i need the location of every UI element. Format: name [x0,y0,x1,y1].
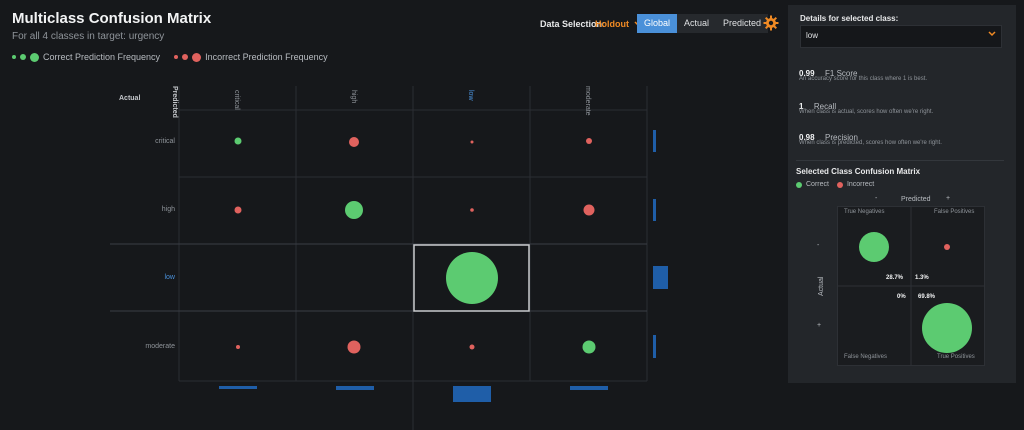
cell-critical-critical [234,137,242,145]
selected-class-matrix-title: Selected Class Confusion Matrix [796,167,921,176]
page-subtitle: For all 4 classes in target: urgency [12,31,165,42]
legend-correct-large-dot [30,52,39,62]
selected-cell-box [413,244,530,312]
panel-divider [796,160,1004,161]
mini-fp-label: False Positives [934,209,975,215]
class-select[interactable] [800,25,1002,48]
col-bar-low [453,386,491,402]
cell-moderate-high [347,340,361,354]
col-label-high[interactable]: high [350,90,357,104]
mini-matrix [837,206,985,366]
mini-tp-label: True Positives [937,354,975,360]
cell-critical-low [470,140,474,144]
col-label-critical[interactable]: critical [233,90,240,110]
legend-correct-small-dot [12,55,16,59]
cell-critical-high [349,137,359,147]
data-selection-label: Data Selection: [540,19,606,29]
f1-value: 0.99 [799,69,815,78]
col-bar-moderate [570,386,608,390]
matrix-gridlines [178,86,648,430]
row-bar-moderate [653,335,656,358]
mini-legend: Correct Incorrect [796,181,874,188]
cell-critical-moderate [586,138,592,144]
cell-high-critical [234,206,242,214]
row-label-moderate[interactable]: moderate [145,343,175,350]
row-bar-low [653,266,668,289]
legend-correct-label: Correct Prediction Frequency [43,52,161,62]
cell-moderate-moderate [582,340,596,354]
mini-tn-label: True Negatives [844,209,885,215]
col-bar-critical [219,386,257,389]
precision-metric: 0.98 Precision [799,127,858,145]
legend-incorrect-large-dot [192,52,202,62]
page-title: Multiclass Confusion Matrix [12,10,212,27]
mode-global-button[interactable]: Global [637,14,678,33]
row-label-critical[interactable]: critical [155,138,175,145]
row-label-low[interactable]: low [164,274,175,281]
mini-actual-label: Actual [818,276,825,296]
predicted-axis-label: Predicted [171,86,178,118]
col-label-low[interactable]: low [467,90,474,101]
mode-actual-button[interactable]: Actual [677,14,717,33]
row-label-high[interactable]: high [161,206,175,213]
mini-fn-pct: 0% [897,294,906,300]
class-select-value: low [806,31,819,40]
row-bar-high [653,199,656,221]
actual-axis-label: Actual [119,95,141,102]
precision-value: 0.98 [799,133,815,142]
mini-tp-pct: 69.8% [918,294,936,300]
cell-high-high [345,201,363,219]
mini-legend-incorrect: Incorrect [846,181,875,188]
mini-tn-bubble [859,232,889,262]
mini-plus-col: + [946,195,951,202]
mini-tp-bubble [922,303,972,353]
legend-incorrect-small-dot [174,55,179,59]
cell-low-low [446,252,498,304]
recall-description: When class is actual, scores how often w… [799,109,934,115]
f1-metric: 0.99 F1 Score [799,63,858,81]
data-selection-value: Holdout [595,19,629,29]
mode-toggle: Global Actual Predicted [637,14,769,33]
chevron-down-icon [988,31,996,37]
cell-high-moderate [583,204,595,216]
mini-legend-incorrect-dot [836,181,843,188]
legend-incorrect-medium-dot [182,54,189,60]
mini-minus-col: - [875,195,878,202]
matrix-legend: Correct Prediction Frequency Incorrect P… [12,52,328,62]
f1-description: An accuracy score for this class where 1… [799,76,928,82]
mini-fp-pct: 1.3% [915,275,929,281]
mini-minus-row: - [817,242,820,249]
row-bar-critical [653,130,656,152]
recall-value: 1 [799,102,804,111]
cell-moderate-low [469,344,475,350]
col-bar-high [336,386,374,390]
details-title: Details for selected class: [800,14,899,23]
gear-icon[interactable] [763,15,779,31]
mini-legend-correct-dot [796,181,802,188]
mini-predicted-label: Predicted [901,196,931,203]
precision-name: Precision [825,133,858,142]
cell-moderate-critical [236,345,240,349]
legend-correct-medium-dot [20,54,26,60]
f1-name: F1 Score [825,69,858,78]
mini-fp-bubble [944,244,950,250]
legend-incorrect-label: Incorrect Prediction Frequency [205,52,328,62]
mini-fn-label: False Negatives [844,354,888,360]
mini-legend-correct: Correct [806,181,829,188]
precision-description: When class is predicted, scores how ofte… [799,140,942,146]
recall-name: Recall [813,102,837,111]
mini-plus-row: + [817,322,822,329]
mode-predicted-button[interactable]: Predicted [716,14,769,33]
cell-high-low [470,208,474,212]
recall-metric: 1 Recall [799,96,836,114]
col-label-moderate[interactable]: moderate [584,86,591,116]
mini-tn-pct: 28.7% [886,275,904,281]
